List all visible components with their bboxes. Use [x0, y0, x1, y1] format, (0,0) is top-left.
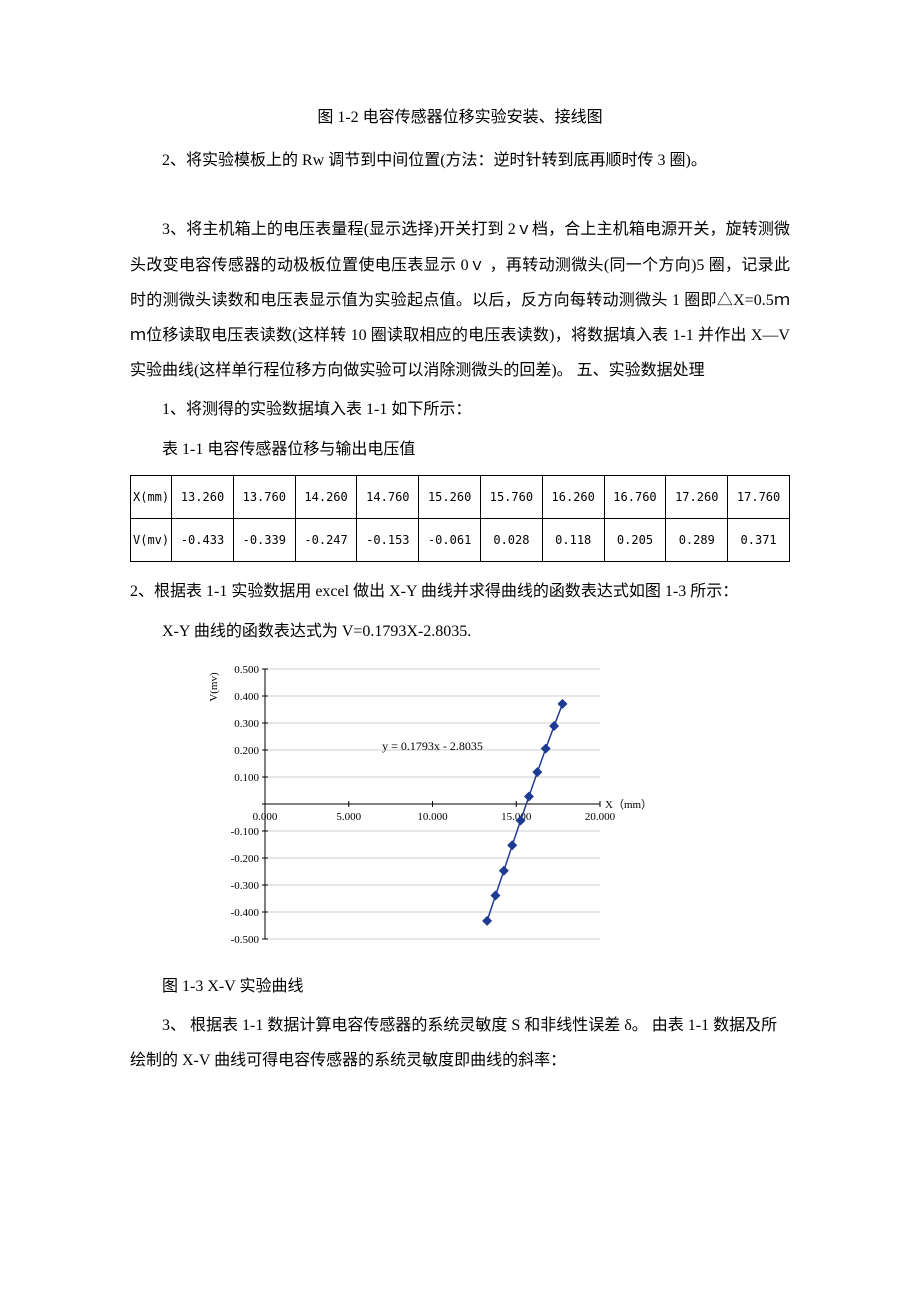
table-cell: 16.760	[604, 475, 666, 518]
svg-text:0.200: 0.200	[234, 745, 259, 757]
table-cell: 16.260	[542, 475, 604, 518]
svg-text:-0.100: -0.100	[231, 826, 260, 838]
table-cell: -0.433	[172, 519, 234, 562]
table-cell: X(mm)	[131, 475, 172, 518]
table-cell: 17.260	[666, 475, 728, 518]
step-3: 3、将主机箱上的电压表量程(显示选择)开关打到 2ｖ档，合上主机箱电源开关，旋转…	[130, 212, 790, 388]
table-row-v: V(mv) -0.433 -0.339 -0.247 -0.153 -0.061…	[131, 519, 790, 562]
svg-text:0.000: 0.000	[253, 811, 278, 823]
data-item-2: 2、根据表 1-1 实验数据用 excel 做出 X-Y 曲线并求得曲线的函数表…	[130, 574, 790, 609]
table-cell: 0.028	[481, 519, 543, 562]
step-2: 2、将实验模板上的 Rw 调节到中间位置(方法：逆时针转到底再顺时传 3 圈)。	[130, 143, 790, 178]
spacer	[130, 182, 790, 212]
svg-text:5.000: 5.000	[336, 811, 361, 823]
svg-text:0.100: 0.100	[234, 772, 259, 784]
table-cell: 14.760	[357, 475, 419, 518]
svg-text:-0.200: -0.200	[231, 853, 260, 865]
table-row-x: X(mm) 13.260 13.760 14.260 14.760 15.260…	[131, 475, 790, 518]
chart-svg: 0.0005.00010.00015.00020.000-0.500-0.400…	[190, 659, 660, 959]
svg-text:X（mm）: X（mm）	[605, 798, 652, 811]
svg-text:10.000: 10.000	[417, 811, 448, 823]
table-cell: 14.260	[295, 475, 357, 518]
table-cell: 0.118	[542, 519, 604, 562]
svg-text:-0.500: -0.500	[231, 934, 260, 946]
svg-text:-0.400: -0.400	[231, 907, 260, 919]
svg-text:-0.300: -0.300	[231, 880, 260, 892]
table-cell: 15.760	[481, 475, 543, 518]
svg-text:V(mv): V(mv)	[208, 672, 220, 702]
data-item-1: 1、将测得的实验数据填入表 1-1 如下所示：	[130, 392, 790, 427]
table-caption: 表 1-1 电容传感器位移与输出电压值	[130, 432, 790, 467]
table-cell: -0.339	[233, 519, 295, 562]
table-cell: 17.760	[728, 475, 790, 518]
table-cell: -0.247	[295, 519, 357, 562]
table-1-1: X(mm) 13.260 13.760 14.260 14.760 15.260…	[130, 475, 790, 563]
svg-text:20.000: 20.000	[585, 811, 616, 823]
table-cell: 0.371	[728, 519, 790, 562]
table-cell: 0.205	[604, 519, 666, 562]
table-cell: 13.260	[172, 475, 234, 518]
figure-1-2-caption: 图 1-2 电容传感器位移实验安装、接线图	[130, 100, 790, 135]
table-cell: -0.061	[419, 519, 481, 562]
table-cell: -0.153	[357, 519, 419, 562]
table-cell: 13.760	[233, 475, 295, 518]
formula-text: X-Y 曲线的函数表达式为 V=0.1793X-2.8035.	[130, 614, 790, 649]
table-cell: 15.260	[419, 475, 481, 518]
svg-text:0.300: 0.300	[234, 718, 259, 730]
svg-text:0.500: 0.500	[234, 664, 259, 676]
table-cell: V(mv)	[131, 519, 172, 562]
table-cell: 0.289	[666, 519, 728, 562]
svg-text:y = 0.1793x - 2.8035: y = 0.1793x - 2.8035	[382, 739, 483, 753]
svg-text:0.400: 0.400	[234, 691, 259, 703]
figure-1-3-caption: 图 1-3 X-V 实验曲线	[130, 969, 790, 1004]
chart-1-3: 0.0005.00010.00015.00020.000-0.500-0.400…	[190, 659, 660, 959]
data-item-3: 3、 根据表 1-1 数据计算电容传感器的系统灵敏度 S 和非线性误差 δ。 由…	[130, 1008, 790, 1078]
